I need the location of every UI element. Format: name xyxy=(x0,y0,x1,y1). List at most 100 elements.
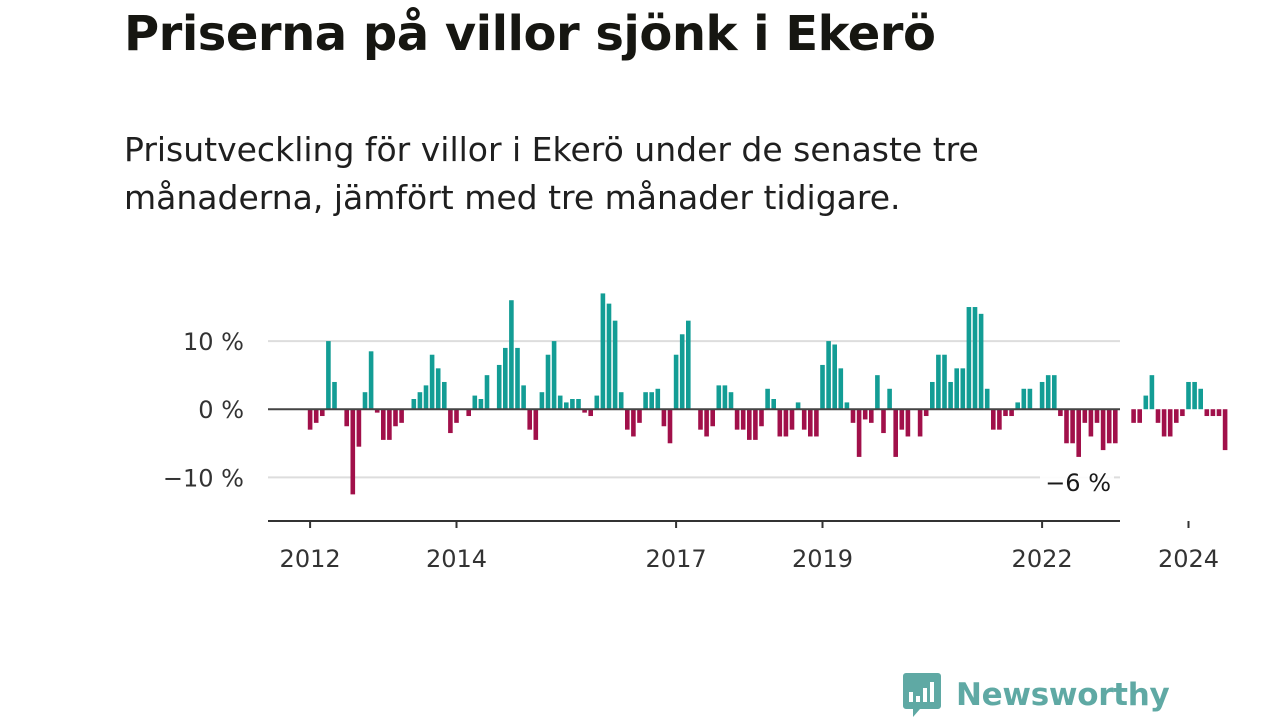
bar xyxy=(307,409,313,430)
bar xyxy=(826,341,831,410)
bar xyxy=(783,409,789,437)
bar xyxy=(435,368,441,410)
bar xyxy=(673,354,679,410)
bar xyxy=(1082,409,1088,423)
bar xyxy=(472,395,478,410)
bar xyxy=(332,381,337,410)
bar xyxy=(1003,409,1008,417)
bar xyxy=(930,381,935,410)
bar xyxy=(667,409,673,444)
bar xyxy=(789,409,795,430)
bar xyxy=(1180,409,1185,417)
bar xyxy=(399,409,404,423)
bar xyxy=(1210,409,1216,417)
bar xyxy=(442,381,447,410)
bar xyxy=(856,409,862,457)
bar xyxy=(515,347,520,410)
bar xyxy=(740,409,746,430)
bar xyxy=(1045,375,1051,410)
bar xyxy=(661,409,667,427)
newsworthy-logo-icon xyxy=(903,673,941,717)
bar xyxy=(381,409,386,440)
bar xyxy=(1131,409,1136,423)
bar xyxy=(1155,409,1161,423)
bar xyxy=(539,392,545,410)
bar xyxy=(1070,409,1075,444)
bars xyxy=(307,293,1228,495)
bar xyxy=(771,399,776,410)
bar xyxy=(1015,402,1020,410)
bar xyxy=(625,409,630,430)
bar xyxy=(374,409,380,413)
bar xyxy=(1186,381,1191,410)
bar xyxy=(582,409,587,413)
bar xyxy=(838,368,844,410)
bar xyxy=(1106,409,1112,444)
bar xyxy=(350,409,356,495)
chart-title: Priserna på villor sjönk i Ekerö xyxy=(124,6,936,62)
bar xyxy=(1064,409,1069,444)
bar xyxy=(545,354,551,410)
bar xyxy=(362,392,368,410)
bar xyxy=(997,409,1002,430)
bar xyxy=(1039,381,1045,410)
bar xyxy=(466,409,471,417)
bar xyxy=(387,409,392,440)
bar xyxy=(905,409,911,437)
bar xyxy=(923,409,929,417)
bar-chart: 10 % 0 % −10 % 2012 2014 2017 2019 2022 2024 −6… xyxy=(163,293,1228,573)
bar xyxy=(728,392,734,410)
bar xyxy=(984,388,990,410)
chart-subtitle: Prisutveckling för villor i Ekerö under … xyxy=(124,130,979,217)
bar xyxy=(875,375,880,410)
x-tick-label: 2014 xyxy=(426,545,487,573)
bar xyxy=(649,392,654,410)
gridlines xyxy=(268,340,1120,479)
bar xyxy=(777,409,783,437)
bar xyxy=(1027,388,1033,410)
bar xyxy=(503,347,508,410)
bar xyxy=(509,300,514,410)
bar xyxy=(753,409,758,440)
bar xyxy=(356,409,362,447)
bar xyxy=(643,392,648,410)
bar xyxy=(612,320,618,410)
bar xyxy=(588,409,593,417)
bar xyxy=(448,409,453,434)
bar xyxy=(716,385,722,410)
bar xyxy=(1143,395,1149,410)
bar xyxy=(320,409,325,417)
bar xyxy=(521,385,526,410)
bar xyxy=(368,351,374,410)
x-tick-label: 2019 xyxy=(792,545,853,573)
bar xyxy=(734,409,740,430)
bar xyxy=(344,409,349,427)
bar xyxy=(991,409,996,430)
bar xyxy=(820,364,825,410)
bar xyxy=(1021,388,1027,410)
bar xyxy=(1167,409,1173,437)
bar xyxy=(698,409,703,430)
bar xyxy=(704,409,709,437)
latest-value-annotation: −6 % xyxy=(1045,469,1111,497)
bar xyxy=(496,364,502,410)
bar xyxy=(1198,388,1203,410)
bar xyxy=(954,368,959,410)
bar xyxy=(960,368,966,410)
bar xyxy=(850,409,856,423)
bar xyxy=(557,395,563,410)
bar xyxy=(564,402,569,410)
bar xyxy=(606,303,612,410)
y-tick-label: 0 % xyxy=(198,396,244,424)
bar xyxy=(429,354,435,410)
bar xyxy=(747,409,752,440)
bar xyxy=(862,409,868,420)
y-axis-labels: 10 % 0 % −10 % xyxy=(163,328,244,492)
bar xyxy=(393,409,398,427)
bar xyxy=(1052,375,1057,410)
bar xyxy=(411,399,417,410)
bar xyxy=(655,388,661,410)
bar xyxy=(1174,409,1179,423)
bar xyxy=(594,395,600,410)
x-axis-ticks: 2012 2014 2017 2019 2022 2024 xyxy=(280,521,1219,573)
